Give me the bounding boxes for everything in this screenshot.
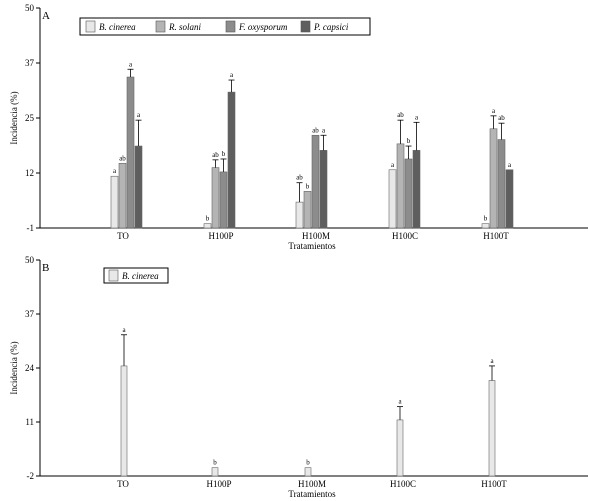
significance-label: b [484, 215, 488, 223]
significance-label: a [508, 161, 512, 169]
panel-b-y-tick-label: -2 [27, 471, 35, 481]
significance-label: ab [119, 154, 126, 162]
significance-label: a [492, 107, 496, 115]
significance-label: b [407, 137, 411, 145]
legend-swatch-r-solani [155, 20, 166, 33]
significance-label: b [306, 182, 310, 190]
significance-label: ab [397, 111, 404, 119]
bar [126, 76, 135, 229]
panel-b-y-axis-title: Incidencia (%) [9, 341, 19, 394]
bar [118, 162, 127, 229]
bar [203, 223, 212, 229]
significance-label: a [322, 126, 326, 134]
bar [120, 365, 128, 477]
panel-b-x-tick-label: H100P [206, 479, 231, 489]
bar [311, 134, 320, 229]
panel-b-y-tick-label: 24 [25, 363, 35, 373]
panel-a-y-tick-label: 37 [25, 58, 35, 68]
panel-a-y-axis-title: Incidencia (%) [9, 91, 19, 144]
bar [412, 150, 421, 229]
bar [211, 167, 220, 229]
legend-label-p-capsici: P. capsici [313, 22, 349, 32]
panel-b-x-tick-label: H100T [481, 479, 507, 489]
significance-label: a [113, 167, 117, 175]
bar [388, 169, 397, 229]
panel-b-legend: B. cinerea [103, 267, 169, 284]
significance-label: b [206, 215, 210, 223]
significance-label: a [398, 398, 402, 406]
panel-b-legend-box [103, 267, 169, 284]
bar [295, 201, 304, 229]
panel-a-x-ticks: TO H100P H100M H100C H100T [117, 231, 509, 241]
panel-a-x-tick-label: TO [117, 231, 129, 241]
panel-a-tag: A [42, 10, 50, 22]
bar [219, 171, 228, 229]
significance-label: a [137, 111, 141, 119]
significance-label: a [230, 71, 234, 79]
panel-b-x-tick-label: TO [117, 479, 129, 489]
panel-a: A 50 37 25 12 -1 TO H100P H100M H100C H1… [9, 3, 588, 251]
panel-b-x-ticks: TO H100P H100M H100C H100T [117, 479, 507, 489]
significance-label: b [306, 459, 310, 467]
panel-b-y-tick-label: 37 [25, 309, 35, 319]
bar [396, 143, 405, 229]
panel-b-x-tick-label: H100C [390, 479, 416, 489]
bar [110, 175, 119, 229]
bar [481, 223, 490, 229]
bar [304, 467, 312, 477]
panel-a-legend-box [79, 17, 371, 36]
significance-label: a [129, 60, 133, 68]
panel-a-legend: B. cinerea R. solani F. oxysporum P. cap… [79, 17, 371, 36]
significance-label: ab [212, 151, 219, 159]
legend-swatch-p-capsici [300, 20, 311, 33]
significance-label: a [122, 326, 126, 334]
bar [404, 158, 413, 229]
bar [227, 91, 236, 229]
legend-swatch-b-cinerea [108, 269, 119, 282]
significance-label: ab [296, 174, 303, 182]
significance-label: b [222, 150, 226, 158]
significance-label: a [391, 161, 395, 169]
bar [303, 191, 312, 229]
panel-a-y-ticks: 50 37 25 12 -1 [25, 3, 40, 233]
panel-a-y-tick-label: 50 [25, 3, 35, 13]
legend-swatch-b-cinerea [85, 20, 96, 33]
bar [489, 128, 498, 229]
panel-a-y-tick-label: 12 [25, 168, 34, 178]
panel-b-x-axis-title: Tratamientos [288, 489, 336, 499]
panel-b-y-tick-label: 50 [25, 255, 35, 265]
significance-label: ab [312, 126, 319, 134]
bar [505, 169, 514, 229]
panel-a-x-tick-label: H100P [208, 231, 233, 241]
panel-a-y-tick-label: -1 [27, 223, 35, 233]
bar [497, 139, 506, 229]
panel-b-y-tick-label: 11 [25, 417, 34, 427]
bar [134, 145, 143, 229]
bar [319, 150, 328, 229]
significance-label: a [415, 113, 419, 121]
panel-a-x-tick-label: H100M [302, 231, 330, 241]
legend-label-b-cinerea: B. cinerea [99, 22, 136, 32]
panel-b-bars: a b b a a [120, 326, 496, 477]
bar [211, 467, 219, 477]
legend-swatch-f-oxysporum [225, 20, 236, 33]
legend-label-r-solani: R. solani [168, 22, 202, 32]
panel-a-x-axis-title: Tratamientos [288, 241, 336, 251]
significance-label: a [490, 357, 494, 365]
bar [488, 380, 496, 477]
significance-label: b [213, 459, 217, 467]
panel-a-y-tick-label: 25 [25, 113, 35, 123]
panel-b-tag: B [42, 262, 49, 274]
panel-b: B 50 37 24 11 -2 TO H100P H100M H100C H1… [9, 255, 588, 499]
legend-label-f-oxysporum: F. oxysporum [238, 22, 288, 32]
panel-b-x-tick-label: H100M [298, 479, 326, 489]
legend-label-b-cinerea: B. cinerea [122, 271, 159, 281]
panel-b-y-ticks: 50 37 24 11 -2 [25, 255, 40, 481]
panel-a-x-tick-label: H100T [483, 231, 509, 241]
bar [396, 419, 404, 477]
panel-a-x-tick-label: H100C [392, 231, 418, 241]
significance-label: ab [498, 114, 505, 122]
